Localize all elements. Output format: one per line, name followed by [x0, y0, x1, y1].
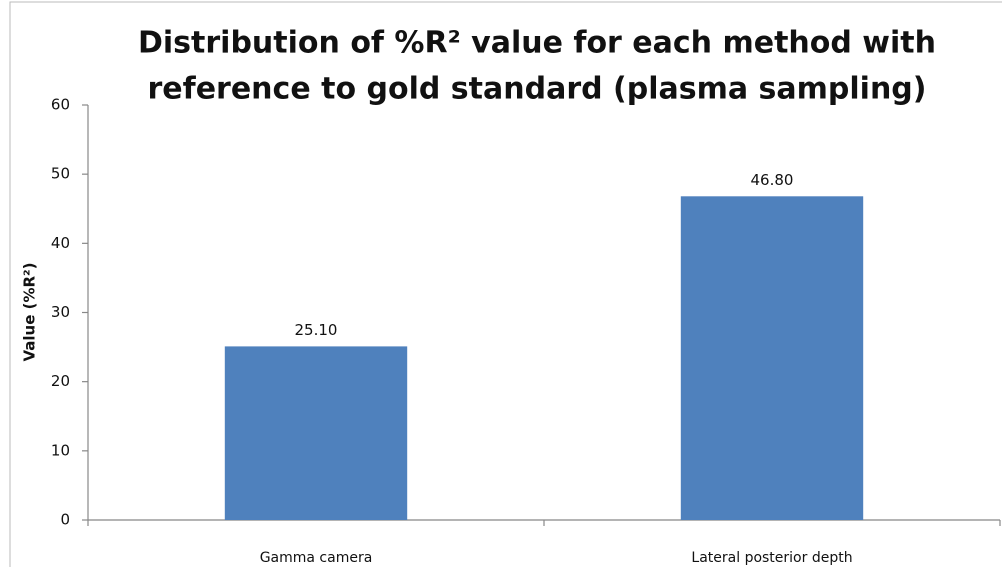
value-label: 46.80 [751, 171, 794, 189]
x-tick-label: Lateral posterior depth [691, 550, 852, 566]
chart-title: Distribution of %R² value for each metho… [138, 26, 936, 61]
y-axis-label: Value (%R²) [21, 263, 39, 362]
value-label: 25.10 [295, 321, 338, 339]
y-tick-label: 0 [60, 511, 70, 529]
chart-frame [9, 1, 1002, 567]
x-tick-label: Gamma camera [260, 550, 373, 566]
y-tick-label: 40 [51, 234, 70, 252]
y-tick-label: 50 [51, 165, 70, 183]
bar [224, 346, 408, 520]
y-tick-label: 20 [51, 372, 70, 390]
y-tick-label: 30 [51, 303, 70, 321]
y-tick-label: 10 [51, 441, 70, 459]
bar [680, 196, 864, 521]
y-tick-label: 60 [51, 96, 70, 114]
chart-title: reference to gold standard (plasma sampl… [148, 72, 927, 107]
